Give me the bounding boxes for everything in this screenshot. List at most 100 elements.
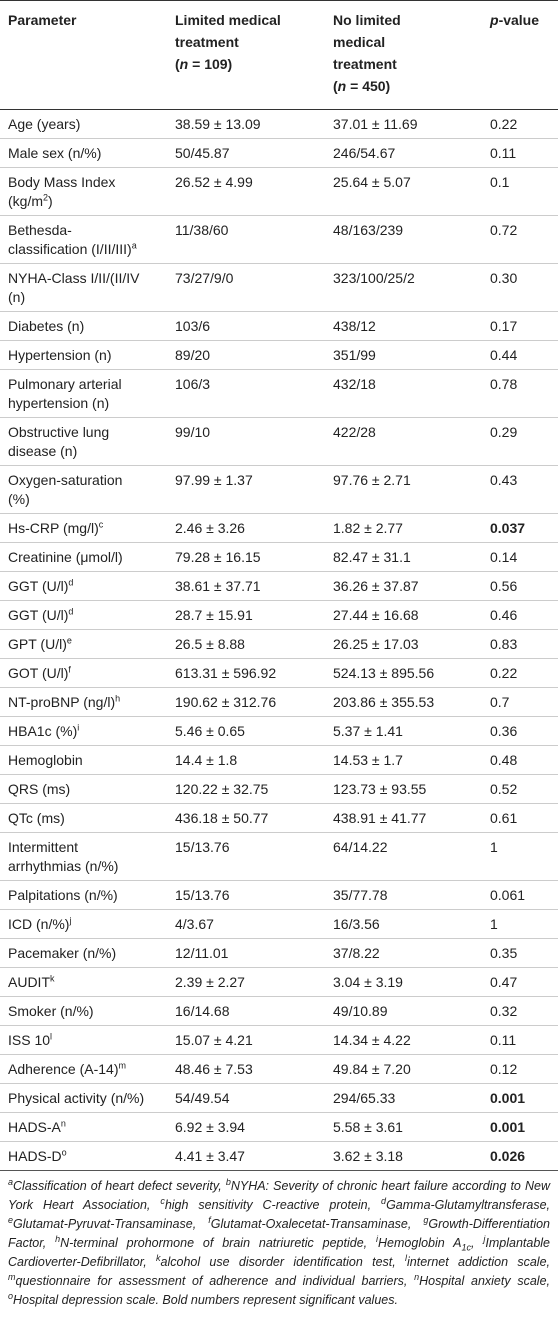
text: Pacemaker (n/%) (8, 944, 117, 961)
text-sup: f (68, 663, 71, 674)
parameter-cell: GGT (U/l)d (0, 571, 167, 601)
parameter-cell: Palpitations (n/%) (0, 880, 167, 910)
limited-cell: 99/10 (167, 417, 325, 466)
text-sup: i (376, 1233, 379, 1244)
p-value-cell: 0.56 (482, 571, 558, 601)
header-count: (n = 109) (175, 53, 319, 75)
p-value-cell: 0.61 (482, 803, 558, 833)
table-row: Bethesda-classification (I/II/III)a 11/38… (0, 215, 558, 264)
no-limited-cell: 37.01 ± 11.69 (325, 109, 482, 139)
p-value-cell: 0.001 (482, 1083, 558, 1113)
text: Limited medical treatment (175, 12, 281, 50)
text: Smoker (n/%) (8, 1002, 94, 1019)
text-sup: f (208, 1214, 211, 1225)
no-limited-cell: 37/8.22 (325, 938, 482, 968)
no-limited-cell: 64/14.22 (325, 832, 482, 881)
header-label: Limited medical treatment (175, 9, 319, 53)
text: , (471, 1236, 484, 1250)
parameter-cell: AUDITk (0, 967, 167, 997)
text: ICD (n/%) (8, 915, 70, 932)
p-value-cell: 0.22 (482, 658, 558, 688)
header-cell: No limited medical treatment (n = 450) (325, 0, 482, 110)
parameter-cell: Body Mass Index (kg/m2) (0, 167, 167, 216)
limited-cell: 2.46 ± 3.26 (167, 513, 325, 543)
limited-cell: 4/3.67 (167, 909, 325, 939)
table-row: NT-proBNP (ng/l)h 190.62 ± 312.76 203.86 ±… (0, 687, 558, 717)
parameter-cell: Male sex (n/%) (0, 138, 167, 168)
header-label: p-value (490, 9, 552, 31)
text-sup: d (68, 576, 74, 587)
text: questionnaire for assessment of adherenc… (15, 1274, 415, 1288)
limited-cell: 50/45.87 (167, 138, 325, 168)
p-value-cell: 0.30 (482, 263, 558, 312)
p-value-cell: 0.11 (482, 1025, 558, 1055)
text: Age (years) (8, 115, 81, 132)
p-value-cell: 0.22 (482, 109, 558, 139)
p-value-cell: 0.026 (482, 1141, 558, 1171)
table-row: Hemoglobin 14.4 ± 1.8 14.53 ± 1.7 0.48 (0, 745, 558, 775)
parameter-cell: Physical activity (n/%) (0, 1083, 167, 1113)
limited-cell: 15.07 ± 4.21 (167, 1025, 325, 1055)
text: Adherence (A-14) (8, 1060, 119, 1077)
text: = 450) (346, 78, 391, 94)
table-row: AUDITk 2.39 ± 2.27 3.04 ± 3.19 0.47 (0, 967, 558, 997)
table-header: Parameter Limited medical treatment (n = 1… (0, 0, 558, 110)
text: NYHA: Severity of chronic heart failure … (8, 1179, 550, 1212)
no-limited-cell: 25.64 ± 5.07 (325, 167, 482, 216)
limited-cell: 436.18 ± 50.77 (167, 803, 325, 833)
limited-cell: 38.61 ± 37.71 (167, 571, 325, 601)
text: Hemoglobin A (378, 1236, 462, 1250)
text: Obstructive lung disease (n) (8, 423, 110, 459)
limited-cell: 26.52 ± 4.99 (167, 167, 325, 216)
table-body: Age (years) 38.59 ± 13.09 37.01 ± 11.69 0.2… (0, 109, 558, 1171)
limited-cell: 15/13.76 (167, 880, 325, 910)
limited-cell: 613.31 ± 596.92 (167, 658, 325, 688)
no-limited-cell: 5.58 ± 3.61 (325, 1112, 482, 1142)
text: N-terminal prohormone of brain natriuret… (60, 1236, 377, 1250)
text: Hospital depression scale. Bold numbers … (13, 1293, 398, 1307)
no-limited-cell: 27.44 ± 16.68 (325, 600, 482, 630)
text: Gamma-Glutamyltransferase, (386, 1198, 550, 1212)
parameter-cell: Pacemaker (n/%) (0, 938, 167, 968)
text-sup: n (60, 1117, 66, 1128)
no-limited-cell: 323/100/25/2 (325, 263, 482, 312)
limited-cell: 4.41 ± 3.47 (167, 1141, 325, 1171)
parameter-cell: Hemoglobin (0, 745, 167, 775)
limited-cell: 89/20 (167, 340, 325, 370)
no-limited-cell: 1.82 ± 2.77 (325, 513, 482, 543)
no-limited-cell: 36.26 ± 37.87 (325, 571, 482, 601)
table-row: Pacemaker (n/%) 12/11.01 37/8.22 0.35 (0, 938, 558, 968)
text: Creatinine (μmol/l) (8, 548, 123, 565)
text: HADS-D (8, 1147, 62, 1164)
table-row: QRS (ms) 120.22 ± 32.75 123.73 ± 93.55 0.52 (0, 774, 558, 804)
text: Intermittent arrhythmias (n/%) (8, 838, 119, 874)
table-row: Intermittent arrhythmias (n/%) 15/13.76 64… (0, 832, 558, 881)
text-italic: p (490, 12, 499, 28)
text-sup: m (8, 1271, 16, 1282)
no-limited-cell: 48/163/239 (325, 215, 482, 264)
text-sup: k (156, 1252, 161, 1263)
text-sup: h (115, 692, 121, 703)
parameter-cell: HADS-Do (0, 1141, 167, 1171)
no-limited-cell: 97.76 ± 2.71 (325, 465, 482, 514)
limited-cell: 190.62 ± 312.76 (167, 687, 325, 717)
table-row: Palpitations (n/%) 15/13.76 35/77.78 0.061 (0, 880, 558, 910)
text: ISS 10 (8, 1031, 51, 1048)
text: Hs-CRP (mg/l) (8, 519, 99, 536)
text-sup: g (423, 1214, 429, 1225)
p-value-cell: 0.78 (482, 369, 558, 418)
p-value-cell: 0.14 (482, 542, 558, 572)
text: Pulmonary arterial hypertension (n) (8, 375, 122, 411)
parameter-cell: QTc (ms) (0, 803, 167, 833)
parameter-cell: Obstructive lung disease (n) (0, 417, 167, 466)
p-value-cell: 0.47 (482, 967, 558, 997)
limited-cell: 73/27/9/0 (167, 263, 325, 312)
text: = 109) (188, 56, 233, 72)
text: Body Mass Index (kg/m (8, 173, 116, 209)
limited-cell: 6.92 ± 3.94 (167, 1112, 325, 1142)
no-limited-cell: 351/99 (325, 340, 482, 370)
header-row: Parameter Limited medical treatment (n = 1… (0, 0, 558, 110)
text-sup: a (8, 1176, 14, 1187)
parameter-cell: GGT (U/l)d (0, 600, 167, 630)
